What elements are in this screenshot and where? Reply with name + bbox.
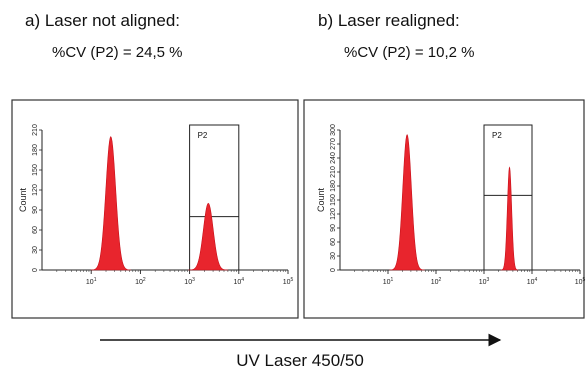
panel-b-y-tick-label: 0: [330, 268, 337, 272]
panel-a-y-tick-label: 150: [32, 164, 39, 176]
panel-b-plot: 0 30 60 90 120 150 180 210 240 270 300 Count 101 102 1…: [316, 124, 586, 286]
panel-b-x-tick-label: 104: [527, 277, 538, 286]
panel-b-x-tick-label: 103: [479, 277, 490, 286]
panel-b-y-tick-label: 30: [330, 252, 337, 260]
panel-a-y-label: Count: [18, 188, 28, 213]
panel-a-gate-p2-label: P2: [198, 131, 208, 140]
panel-b-y-tick-label: 300: [330, 124, 337, 136]
panel-a-y-tick-label: 30: [32, 246, 39, 254]
panel-b-x-tick-label: 101: [383, 277, 394, 286]
panel-b-title: b) Laser realigned:: [318, 11, 460, 30]
panel-a-frame: [11, 99, 299, 319]
panel-b-y-tick-label: 120: [330, 208, 337, 220]
panel-a-y-tick-label: 210: [32, 124, 39, 136]
panel-b-y-tick-label: 180: [330, 180, 337, 192]
panel-a-peak-2: [188, 202, 229, 271]
panel-a-y-tick-label: 120: [32, 184, 39, 196]
panel-a-x-tick-label: 102: [135, 277, 146, 286]
panel-a-x-tick-label: 105: [283, 277, 294, 286]
panel-a-plot: 0 30 60 90 120 150 180 210 Count 101 102 103 104 105 P…: [18, 124, 294, 286]
panel-b-y-tick-label: 60: [330, 238, 337, 246]
panel-b-x-tick-label: 102: [431, 277, 442, 286]
panel-b-y-tick-label: 210: [330, 166, 337, 178]
panel-a-y-tick-label: 60: [32, 226, 39, 234]
panel-a-x-tick-label: 104: [234, 277, 245, 286]
panel-a-x-tick-label: 103: [184, 277, 195, 286]
panel-a-peak-1: [90, 136, 131, 271]
panel-b-peak-2: [500, 166, 519, 271]
panel-b-x-tick-label: 105: [575, 277, 586, 286]
x-axis-label: UV Laser 450/50: [236, 351, 364, 370]
panel-a-y-tick-label: 90: [32, 206, 39, 214]
panel-a-title: a) Laser not aligned:: [25, 11, 180, 30]
panel-a-y-tick-label: 0: [32, 268, 39, 272]
panel-b-y-tick-label: 150: [330, 194, 337, 206]
panel-b-y-tick-label: 90: [330, 224, 337, 232]
panel-b-gate-p2-label: P2: [492, 131, 502, 140]
panel-b-subtitle: %CV (P2) = 10,2 %: [344, 44, 474, 61]
panel-a-x-tick-label: 101: [86, 277, 97, 286]
panel-b-y-tick-label: 240: [330, 152, 337, 164]
panel-b-y-tick-label: 270: [330, 138, 337, 150]
panel-a-subtitle: %CV (P2) = 24,5 %: [52, 44, 182, 61]
panel-b-peak-1: [389, 133, 425, 271]
panel-b-y-label: Count: [316, 188, 326, 213]
panel-b-frame: [303, 99, 585, 319]
panel-a-y-tick-label: 180: [32, 144, 39, 156]
